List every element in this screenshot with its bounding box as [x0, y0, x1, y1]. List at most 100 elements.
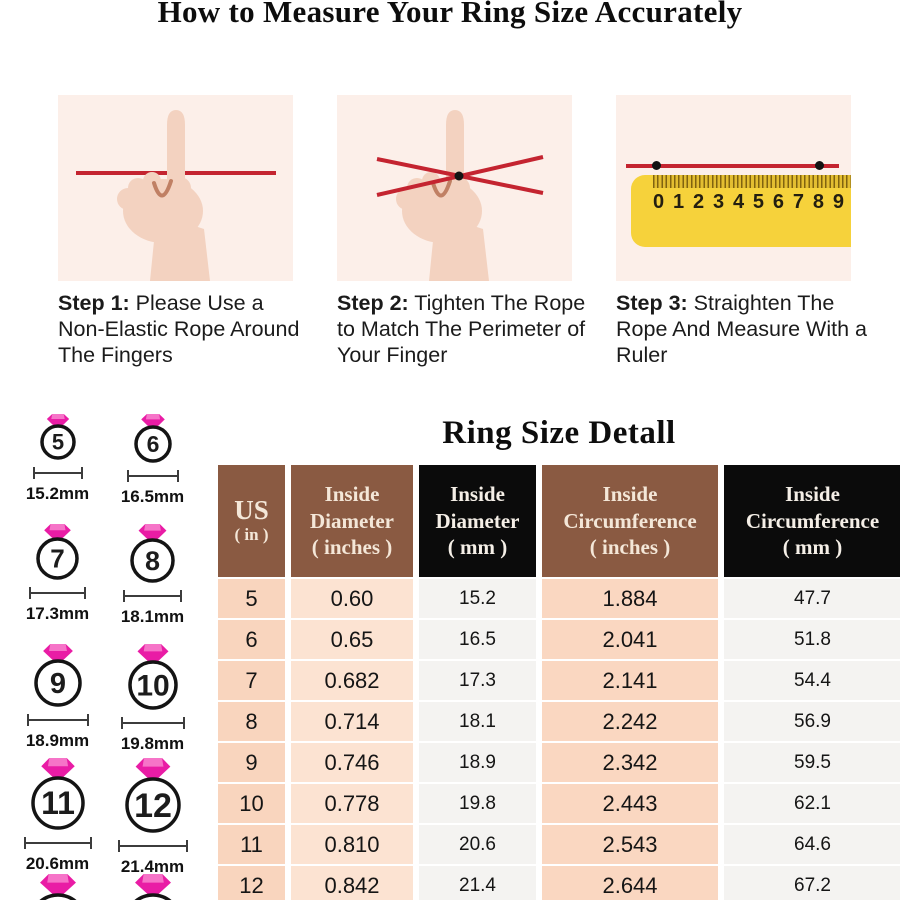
ring-size-table-area: Ring Size Detall US( in ) Inside Diameter(…: [218, 405, 900, 900]
table-header-line: ( in ): [234, 525, 269, 545]
diamond-facet: [141, 874, 164, 883]
ring-icon: 11: [30, 758, 85, 830]
table-cell: 9: [218, 743, 285, 782]
table-cell: 2.041: [542, 620, 718, 659]
table-cell: 7: [218, 661, 285, 700]
ring-item-12: 12 21.4mm: [105, 757, 200, 877]
measure-start-dot: [652, 161, 661, 170]
ring-width-label: 17.3mm: [25, 604, 90, 623]
table-cell: 0.810: [291, 825, 413, 864]
table-header-line: ( inches ): [589, 535, 671, 560]
ring-pair: 11 20.6mm 12 21.4mm: [10, 757, 200, 877]
ring-item-6: 6 16.5mm: [105, 413, 200, 507]
step-3-caption: Step 3: Straighten The Rope And Measure …: [616, 290, 868, 368]
table-cell: 0.778: [291, 784, 413, 823]
table-cell: 2.543: [542, 825, 718, 864]
ring-band: [130, 538, 175, 583]
table-cell: 2.342: [542, 743, 718, 782]
width-bracket: [120, 717, 185, 729]
table-cell: 19.8: [419, 784, 536, 823]
ring-band: [124, 777, 181, 833]
ring-icon: 5: [39, 414, 76, 460]
table-title: Ring Size Detall: [442, 415, 676, 451]
step-3-label: Step 3:: [616, 291, 688, 315]
hand-icon: [394, 108, 491, 281]
table-header-line: ( mm ): [447, 535, 508, 560]
table-cell: 0.65: [291, 620, 413, 659]
table-cell: 0.714: [291, 702, 413, 741]
ring-item-8: 8 18.1mm: [105, 523, 200, 627]
step-1-text: Please Use a Non-Elastic Rope Around The…: [58, 291, 300, 367]
table-header-line: Inside: [602, 481, 658, 506]
ring-width-label: 16.5mm: [120, 487, 185, 506]
table-cell: 18.1: [419, 702, 536, 741]
ring-width-label: 19.8mm: [120, 734, 185, 753]
table-header-2: Inside Diameter( mm ): [419, 465, 536, 577]
table-cell: 47.7: [724, 579, 900, 618]
table-header-line: US: [234, 494, 269, 525]
table-header-line: Circumference: [745, 508, 880, 533]
ring-item-10: 10 19.8mm: [105, 643, 200, 754]
ring-item-partial: [10, 873, 105, 900]
ring-band: [33, 659, 82, 707]
diamond-facet: [49, 524, 66, 531]
ring-pair: 5 15.2mm 6 16.5mm: [10, 413, 200, 507]
ring-size-number: 5: [51, 430, 63, 455]
step-1-caption: Step 1: Please Use a Non-Elastic Rope Ar…: [58, 290, 310, 368]
step-2-text: Tighten The Rope to Match The Perimeter …: [337, 291, 586, 367]
ring-size-table: US( in ) Inside Diameter ( inches ) Inside Di…: [218, 465, 900, 900]
hand-icon: [115, 108, 212, 281]
ruler-number: 2: [692, 191, 705, 213]
ring-size-number: 7: [50, 544, 64, 574]
ring-width-label: 20.6mm: [25, 854, 90, 873]
table-cell: 18.9: [419, 743, 536, 782]
ring-icon: [39, 874, 76, 900]
table-cell: 0.746: [291, 743, 413, 782]
ring-pair: [10, 873, 200, 900]
ring-width-label: 21.4mm: [120, 857, 185, 876]
width-bracket: [32, 467, 83, 479]
ruler-number: 4: [732, 191, 745, 213]
ring-width-label: 15.2mm: [25, 484, 90, 503]
width-bracket: [29, 587, 86, 599]
table-header-line: Diameter: [435, 508, 520, 533]
table-cell: 6: [218, 620, 285, 659]
ring-item-partial: [105, 873, 200, 900]
steps-row: Step 1: Please Use a Non-Elastic Rope Ar…: [58, 95, 867, 368]
diamond-facet: [47, 758, 68, 767]
ring-width-label: 18.9mm: [25, 731, 90, 750]
table-cell: 51.8: [724, 620, 900, 659]
width-bracket: [117, 840, 188, 852]
ruler-number: 0: [653, 191, 665, 213]
width-bracket: [26, 714, 89, 726]
ruler-number: 8: [812, 191, 824, 213]
ring-band: [39, 424, 76, 460]
table-cell: 1.884: [542, 579, 718, 618]
width-bracket: [123, 590, 182, 602]
width-bracket: [23, 837, 92, 849]
ruler-number: 3: [712, 191, 725, 213]
table-cell: 64.6: [724, 825, 900, 864]
diamond-facet: [144, 524, 161, 531]
ring-size-number: 8: [145, 546, 160, 576]
table-header-line: Diameter: [310, 508, 394, 533]
hand-with-crossed-rope-icon: [376, 108, 544, 281]
table-cell: 2.644: [542, 866, 718, 900]
ring-size-diagram: 5 15.2mm 6 16.5mm 7 17.3mm 8 18.1mm 9 18.9mm 10 19.…: [0, 405, 218, 900]
ring-icon: 7: [36, 524, 79, 580]
ring-pair: 9 18.9mm 10 19.8mm: [10, 643, 200, 754]
ring-item-9: 9 18.9mm: [10, 643, 105, 754]
page-title: How to Measure Your Ring Size Accurately: [157, 0, 743, 29]
table-cell: 59.5: [724, 743, 900, 782]
ruler-number: 1: [672, 191, 685, 213]
step-1-image: [58, 95, 293, 281]
table-header-0: US( in ): [218, 465, 285, 577]
ring-width-label: 18.1mm: [120, 607, 185, 626]
table-cell: 0.682: [291, 661, 413, 700]
ring-size-number: 12: [134, 787, 172, 825]
table-cell: 2.443: [542, 784, 718, 823]
hand-with-rope-icon: [76, 108, 276, 281]
table-cell: 2.141: [542, 661, 718, 700]
